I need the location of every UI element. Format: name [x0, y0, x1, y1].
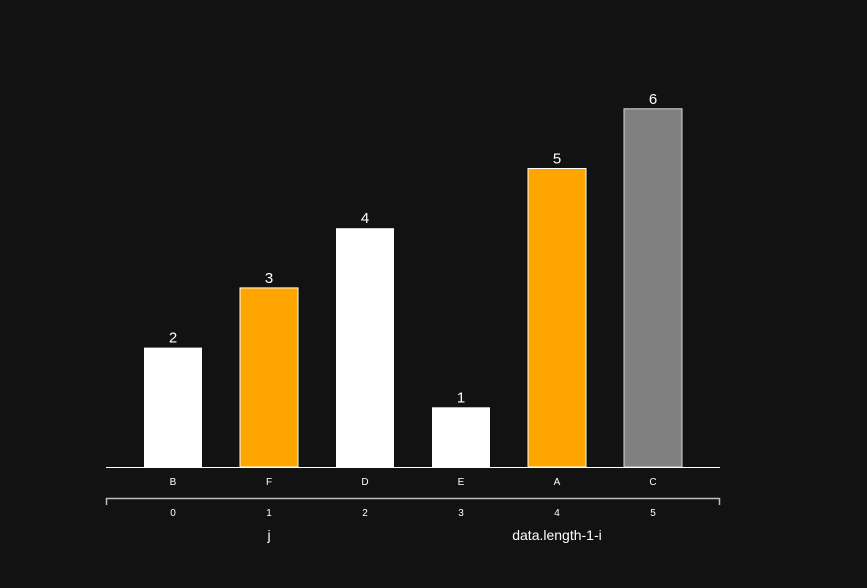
category-label-E: E — [458, 477, 465, 488]
index-labels-group: 0 1 2 3 4 5 — [170, 508, 656, 519]
index-label-4: 4 — [554, 508, 560, 519]
bar-D — [336, 228, 394, 467]
category-label-A: A — [554, 477, 561, 488]
bar-E — [432, 407, 490, 467]
bar-A — [527, 168, 587, 468]
bar-C — [623, 108, 683, 468]
index-label-1: 1 — [266, 508, 272, 519]
index-label-5: 5 — [650, 508, 656, 519]
pointer-labels-group: j data.length-1-i — [266, 527, 601, 543]
index-axis — [105, 497, 721, 505]
value-label-C: 6 — [649, 91, 657, 108]
bar-F — [239, 287, 299, 468]
value-label-A: 5 — [553, 151, 561, 168]
bar-B — [144, 347, 202, 467]
value-label-B: 2 — [169, 330, 177, 347]
value-label-F: 3 — [265, 270, 273, 287]
category-label-C: C — [649, 477, 656, 488]
value-label-D: 4 — [361, 210, 369, 227]
index-label-0: 0 — [170, 508, 176, 519]
pointer-label: j — [266, 527, 270, 543]
category-label-D: D — [361, 477, 368, 488]
pointer-label: data.length-1-i — [512, 527, 602, 543]
category-label-B: B — [170, 477, 177, 488]
value-label-E: 1 — [457, 389, 465, 406]
index-label-2: 2 — [362, 508, 368, 519]
value-labels-group: 2 3 4 1 5 6 — [169, 91, 657, 406]
index-label-3: 3 — [458, 508, 464, 519]
category-label-F: F — [266, 477, 272, 488]
bars-group — [144, 108, 683, 468]
